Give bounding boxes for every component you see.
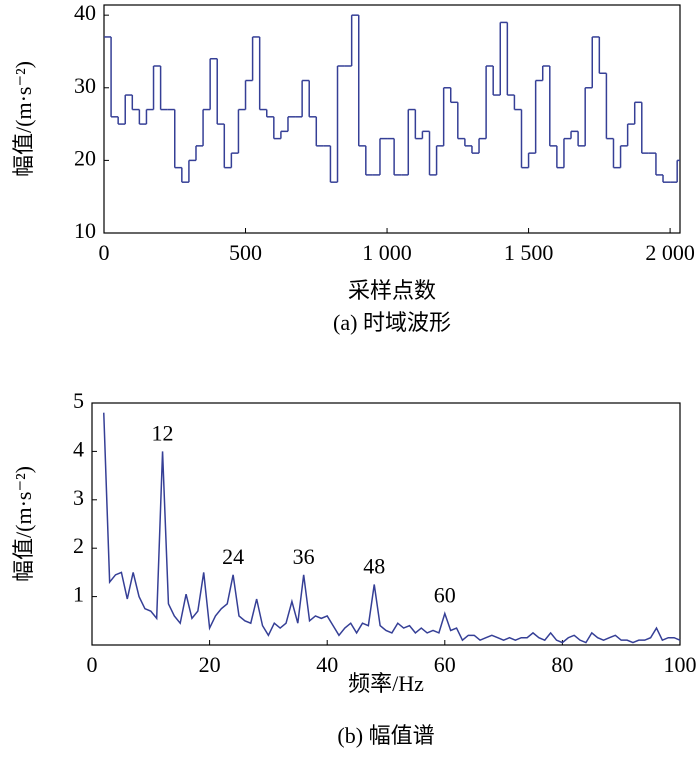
caption: (a) 时域波形 [333,310,451,335]
y-tick-label: 10 [74,218,96,243]
x-tick-label: 500 [229,240,262,265]
x-tick-label: 1 000 [362,240,412,265]
x-tick-label: 0 [99,240,110,265]
x-axis-label: 采样点数 [348,278,436,303]
peak-label: 36 [293,544,315,569]
y-tick-label: 2 [73,533,84,558]
peak-label: 48 [363,554,385,579]
y-axis-label: 幅值/(m·s⁻²) [11,61,36,177]
y-tick-label: 1 [73,582,84,607]
plot-frame [103,4,681,234]
y-tick-label: 20 [74,145,96,170]
y-tick-label: 3 [73,485,84,510]
spectrum-line [103,412,681,644]
peak-label: 60 [434,583,456,608]
x-tick-label: 80 [551,652,573,677]
x-tick-label: 40 [316,652,338,677]
x-tick-label: 1 500 [504,240,554,265]
x-tick-label: 20 [199,652,221,677]
y-axis-label: 幅值/(m·s⁻²) [11,466,36,582]
y-tick-label: 4 [73,436,84,461]
x-tick-label: 100 [664,652,697,677]
x-tick-label: 60 [434,652,456,677]
y-tick-label: 40 [74,0,96,25]
caption: (b) 幅值谱 [337,723,434,748]
peak-label: 24 [222,544,244,569]
plot-frame [91,402,681,646]
y-tick-label: 30 [74,73,96,98]
x-tick-label: 0 [87,652,98,677]
x-tick-label: 2 000 [645,240,695,265]
x-axis-label: 频率/Hz [348,671,424,696]
y-tick-label: 5 [73,388,84,413]
peak-label: 12 [152,420,174,445]
